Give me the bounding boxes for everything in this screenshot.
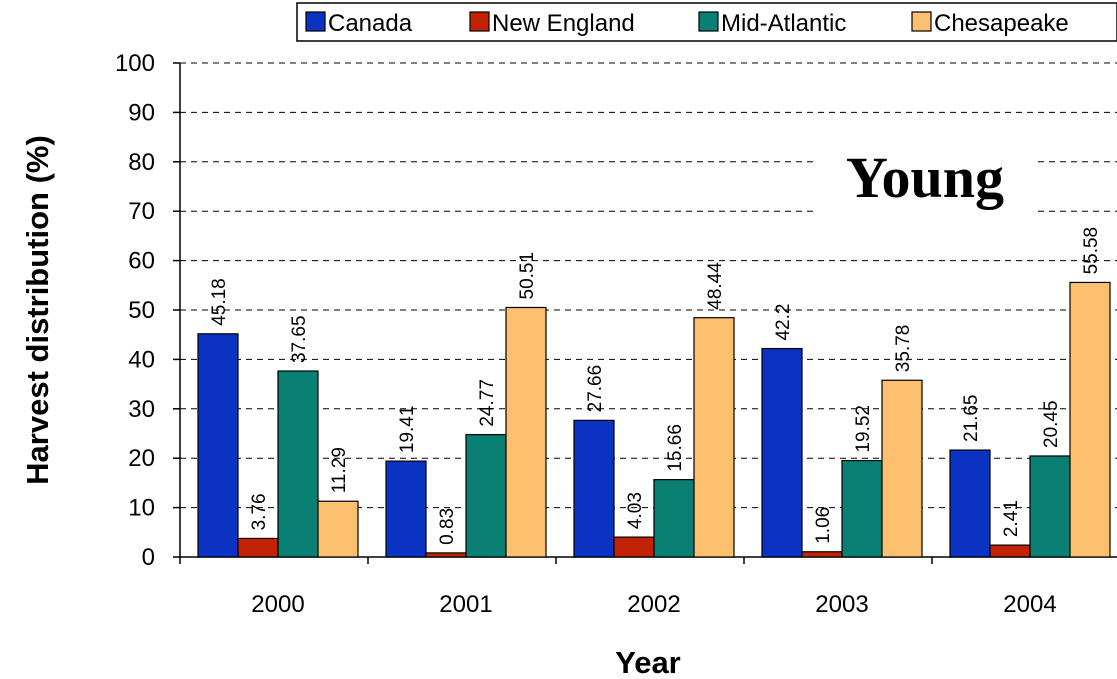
- bar-canada: [385, 460, 427, 558]
- bar-canada: [949, 449, 991, 558]
- bar-chesapeake: [1069, 281, 1111, 558]
- y-tick-label: 50: [128, 297, 155, 324]
- bar-new-england: [425, 552, 467, 558]
- x-tick-label: 2003: [815, 591, 868, 618]
- y-tick-label: 60: [128, 248, 155, 275]
- data-label: 20.45: [1041, 400, 1062, 448]
- data-label: 50.51: [517, 252, 538, 300]
- data-label: 24.77: [477, 379, 498, 427]
- data-label: 27.66: [585, 365, 606, 413]
- y-tick-label: 40: [128, 346, 155, 373]
- data-label: 37.65: [289, 315, 310, 363]
- bar-canada: [573, 419, 615, 558]
- bar-mid-atlantic: [1029, 455, 1071, 558]
- data-label: 15.66: [665, 424, 686, 472]
- bar-new-england: [989, 544, 1031, 558]
- data-label: 0.83: [437, 508, 458, 545]
- y-tick-label: 90: [128, 99, 155, 126]
- bar-new-england: [613, 536, 655, 558]
- x-tick-label: 2000: [251, 591, 304, 618]
- y-tick-label: 30: [128, 396, 155, 423]
- x-tick-label: 2002: [627, 591, 680, 618]
- legend-label: Canada: [328, 10, 413, 37]
- data-label: 2.41: [1001, 500, 1022, 537]
- legend: Canada New England Mid-Atlantic Chesapeake: [296, 2, 1117, 42]
- data-label: 45.18: [209, 278, 230, 326]
- bar-chesapeake: [881, 379, 923, 558]
- bar-canada: [761, 347, 803, 558]
- data-label: 55.58: [1081, 227, 1102, 275]
- x-axis-title: Year: [615, 645, 681, 679]
- data-label: 35.78: [893, 325, 914, 373]
- bar-chesapeake: [505, 306, 547, 558]
- bar-chesapeake: [693, 317, 735, 558]
- x-tick-label: 2004: [1003, 591, 1056, 618]
- data-label: 48.44: [705, 262, 726, 310]
- legend-swatch: [911, 11, 932, 32]
- y-tick-label: 10: [128, 495, 155, 522]
- x-tick-label: 2001: [439, 591, 492, 618]
- bar-mid-atlantic: [277, 370, 319, 558]
- annotation-young: Young: [846, 145, 1004, 210]
- bar-canada: [197, 333, 239, 558]
- bar-new-england: [801, 551, 843, 558]
- data-label: 21.65: [961, 395, 982, 443]
- bar-mid-atlantic: [653, 479, 695, 558]
- y-tick-label: 0: [142, 544, 155, 571]
- legend-swatch: [469, 11, 490, 32]
- legend-swatch: [305, 11, 326, 32]
- legend-label: Chesapeake: [934, 10, 1069, 37]
- data-label: 19.52: [853, 405, 874, 453]
- bar-mid-atlantic: [841, 459, 883, 558]
- data-label: 1.06: [813, 507, 834, 544]
- y-tick-label: 70: [128, 198, 155, 225]
- annotation-background: [815, 140, 1035, 220]
- data-label: 4.03: [625, 492, 646, 529]
- data-label: 42.2: [773, 304, 794, 341]
- y-tick-label: 20: [128, 445, 155, 472]
- data-label: 3.76: [249, 493, 270, 530]
- y-tick-label: 100: [115, 50, 155, 77]
- bar-chesapeake: [317, 500, 359, 558]
- data-label: 19.41: [397, 406, 418, 454]
- legend-label: New England: [492, 10, 635, 37]
- data-label: 11.29: [329, 447, 350, 493]
- legend-swatch: [698, 11, 719, 32]
- legend-label: Mid-Atlantic: [721, 10, 846, 37]
- y-tick-label: 80: [128, 149, 155, 176]
- y-axis-title: Harvest distribution (%): [20, 135, 55, 485]
- bars: [197, 281, 1111, 558]
- bar-mid-atlantic: [465, 434, 507, 558]
- axes: 0 10 20 30 40 50 60 70 80 90 100 2000 2001 2002 2003 20…: [115, 50, 1117, 618]
- data-labels: 45.18 19.41 27.66 42.2 21.65 3.76 0.83 4.03 1.06…: [209, 227, 1102, 545]
- bar-new-england: [237, 537, 279, 558]
